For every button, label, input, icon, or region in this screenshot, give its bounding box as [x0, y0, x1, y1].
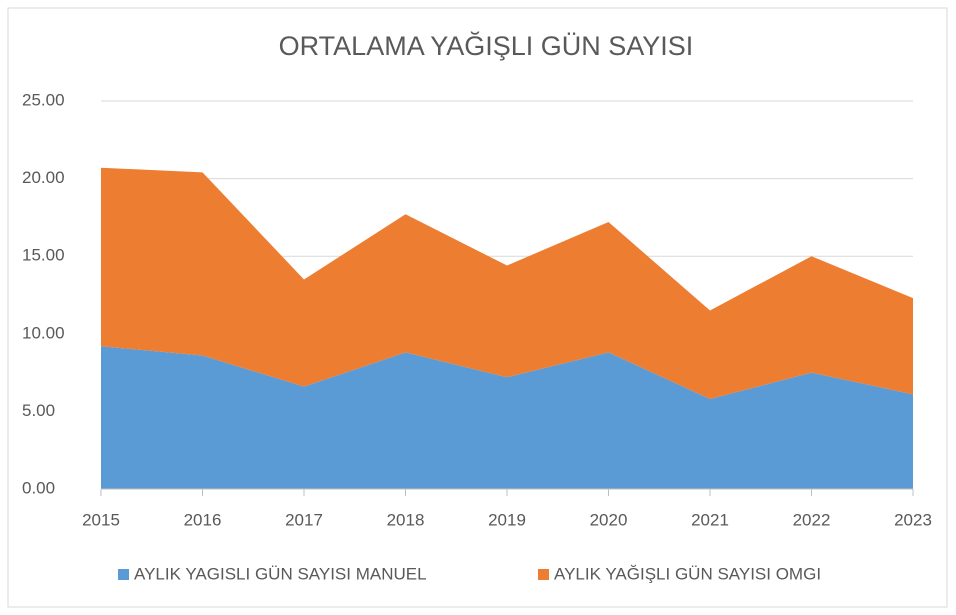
y-tick-label: 15.00 [22, 246, 65, 265]
y-tick-label: 5.00 [22, 401, 55, 420]
area [101, 167, 913, 399]
legend-swatch [538, 569, 549, 580]
x-tick-label: 2021 [691, 510, 729, 529]
x-tick-label: 2019 [488, 510, 526, 529]
x-tick-label: 2018 [387, 510, 425, 529]
y-tick-label: 25.00 [22, 90, 65, 109]
x-tick-label: 2022 [793, 510, 831, 529]
y-tick-label: 0.00 [22, 478, 55, 497]
legend-label: AYLIK YAGISLI GÜN SAYISI MANUEL [134, 564, 427, 583]
legend-label: AYLIK YAĞIŞLI GÜN SAYISI OMGI [554, 564, 821, 583]
legend-swatch [118, 569, 129, 580]
x-tick-label: 2023 [894, 510, 932, 529]
x-tick-label: 2017 [285, 510, 323, 529]
area [101, 346, 913, 489]
y-tick-label: 20.00 [22, 168, 65, 187]
y-tick-label: 10.00 [22, 323, 65, 342]
x-tick-label: 2015 [82, 510, 120, 529]
x-tick-label: 2016 [184, 510, 222, 529]
x-tick-label: 2020 [590, 510, 628, 529]
chart-title: ORTALAMA YAĞIŞLI GÜN SAYISI [279, 30, 694, 61]
